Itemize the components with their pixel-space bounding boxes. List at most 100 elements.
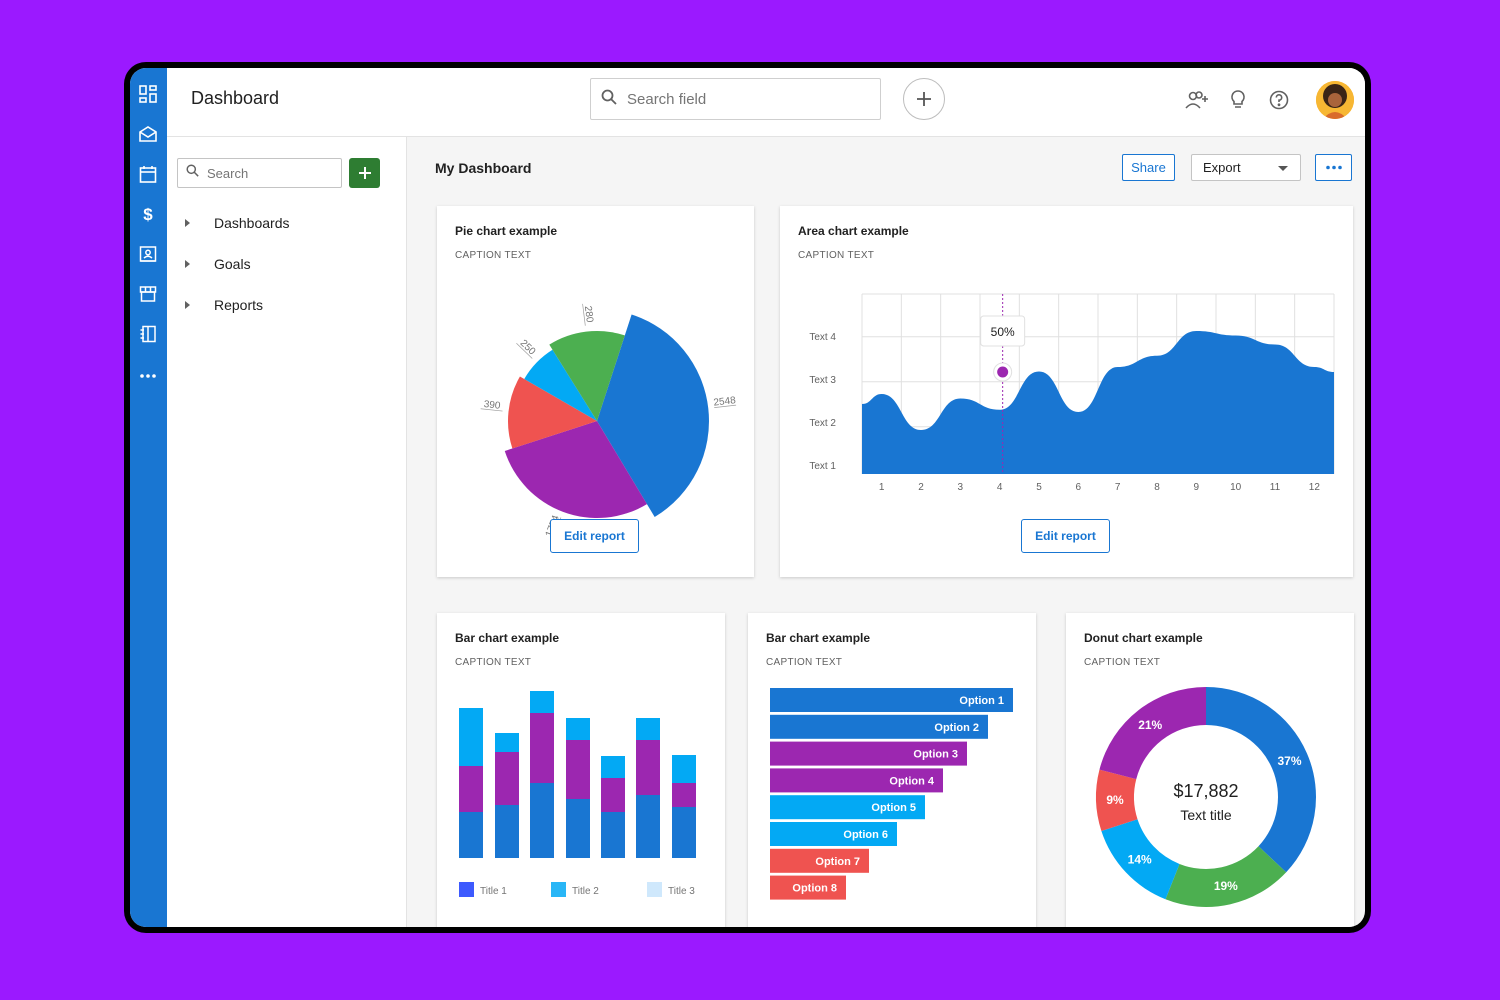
sidebar-item-dashboards[interactable]: Dashboards bbox=[181, 212, 290, 234]
sidebar-search-box[interactable] bbox=[177, 158, 342, 188]
area-chart-card: Area chart example CAPTION TEXT Text 1 Te… bbox=[780, 206, 1353, 577]
bar-segment[interactable] bbox=[530, 691, 554, 713]
bar[interactable] bbox=[770, 741, 967, 766]
donut-slice[interactable] bbox=[1165, 846, 1287, 907]
sidebar-add-button[interactable] bbox=[349, 158, 380, 188]
donut-center-label: Text title bbox=[1180, 807, 1232, 823]
bar-segment[interactable] bbox=[636, 718, 660, 740]
bar-segment[interactable] bbox=[601, 756, 625, 778]
search-icon bbox=[186, 164, 199, 182]
pie-value-label: 280 bbox=[582, 305, 595, 323]
stacked-bar-chart: Title 1 Title 2 Title 3 bbox=[459, 691, 696, 897]
lightbulb-icon[interactable] bbox=[1225, 87, 1251, 113]
add-button[interactable] bbox=[903, 78, 945, 120]
donut-center-value: $17,882 bbox=[1173, 781, 1238, 801]
bar[interactable] bbox=[770, 768, 943, 793]
bar-segment[interactable] bbox=[566, 740, 590, 799]
bar[interactable] bbox=[770, 822, 897, 846]
edit-report-button[interactable]: Edit report bbox=[550, 519, 639, 553]
bar-segment[interactable] bbox=[636, 795, 660, 858]
donut-chart: 37% 19% 14% 9% 21% $17,882 Text title bbox=[1096, 687, 1316, 907]
bar-segment[interactable] bbox=[672, 755, 696, 783]
donut-percent-label: 37% bbox=[1278, 754, 1302, 768]
bar-segment[interactable] bbox=[459, 812, 483, 858]
svg-text:$: $ bbox=[143, 205, 153, 223]
pie-leader-line bbox=[714, 404, 737, 408]
contact-card-icon[interactable] bbox=[137, 243, 159, 265]
bar-segment[interactable] bbox=[495, 805, 519, 858]
bar-segment[interactable] bbox=[636, 740, 660, 795]
add-user-icon[interactable] bbox=[1184, 87, 1210, 113]
bar-segment[interactable] bbox=[495, 733, 519, 752]
tooltip-box bbox=[980, 315, 1026, 347]
bar-segment[interactable] bbox=[530, 713, 554, 783]
pie-slice[interactable] bbox=[504, 421, 647, 518]
avatar[interactable] bbox=[1316, 81, 1354, 119]
x-tick-label: 7 bbox=[1115, 482, 1121, 493]
bar-segment[interactable] bbox=[601, 778, 625, 812]
bar-label: Option 6 bbox=[843, 829, 888, 841]
app-window: $ Dashboard bbox=[130, 68, 1365, 927]
caret-right-icon bbox=[185, 301, 190, 309]
pie-value-label: 250 bbox=[518, 338, 538, 358]
y-tick-label: Text 3 bbox=[809, 375, 836, 386]
bar-segment[interactable] bbox=[459, 708, 483, 766]
caret-right-icon bbox=[185, 219, 190, 227]
donut-slice[interactable] bbox=[1206, 687, 1316, 873]
sidebar-search-input[interactable] bbox=[205, 164, 329, 182]
edit-report-button[interactable]: Edit report bbox=[1021, 519, 1110, 553]
donut-slice[interactable] bbox=[1101, 819, 1180, 900]
help-icon[interactable] bbox=[1266, 87, 1292, 113]
plus-icon bbox=[917, 92, 931, 106]
bar[interactable] bbox=[770, 714, 988, 739]
bar-segment[interactable] bbox=[495, 752, 519, 805]
side-panel: Dashboards Goals Reports bbox=[167, 137, 407, 927]
dollar-icon[interactable]: $ bbox=[137, 203, 159, 225]
dashboard-icon[interactable] bbox=[137, 83, 159, 105]
mail-icon[interactable] bbox=[137, 123, 159, 145]
bar-label: Option 7 bbox=[815, 856, 860, 868]
bar[interactable] bbox=[770, 848, 869, 873]
donut-chart-card: Donut chart example CAPTION TEXT 37% 19% 1… bbox=[1066, 613, 1354, 927]
bar-segment[interactable] bbox=[601, 812, 625, 858]
pie-slice[interactable] bbox=[508, 376, 597, 449]
search-input[interactable] bbox=[625, 89, 859, 109]
more-horizontal-icon[interactable] bbox=[137, 365, 159, 387]
card-caption: CAPTION TEXT bbox=[1084, 657, 1161, 668]
legend-swatch bbox=[647, 882, 662, 897]
x-tick-label: 10 bbox=[1230, 482, 1242, 493]
share-button[interactable]: Share bbox=[1122, 154, 1175, 181]
sidebar-item-reports[interactable]: Reports bbox=[181, 294, 263, 316]
legend-swatch bbox=[459, 882, 474, 897]
search-box[interactable] bbox=[590, 78, 881, 120]
sidebar-item-goals[interactable]: Goals bbox=[181, 253, 251, 275]
more-horizontal-icon bbox=[1325, 165, 1342, 170]
pie-value-label: 2548 bbox=[713, 395, 737, 408]
donut-slice[interactable] bbox=[1099, 687, 1206, 780]
donut-slice[interactable] bbox=[1096, 769, 1138, 831]
pie-slice[interactable] bbox=[597, 314, 710, 518]
bar[interactable] bbox=[770, 688, 1013, 712]
notebook-icon[interactable] bbox=[137, 323, 159, 345]
pie-slice[interactable] bbox=[524, 349, 597, 421]
bar-label: Option 1 bbox=[959, 695, 1004, 707]
export-dropdown[interactable]: Export bbox=[1191, 154, 1301, 181]
bar-segment[interactable] bbox=[672, 783, 696, 807]
bar[interactable] bbox=[770, 875, 846, 900]
tooltip-marker[interactable] bbox=[997, 366, 1009, 378]
bar-segment[interactable] bbox=[672, 807, 696, 858]
bar[interactable] bbox=[770, 795, 925, 820]
x-tick-label: 5 bbox=[1036, 482, 1042, 493]
more-options-button[interactable] bbox=[1315, 154, 1352, 181]
bar-segment[interactable] bbox=[459, 766, 483, 812]
calendar-icon[interactable] bbox=[137, 163, 159, 185]
store-icon[interactable] bbox=[137, 283, 159, 305]
bar-segment[interactable] bbox=[566, 799, 590, 858]
bar-segment[interactable] bbox=[566, 718, 590, 740]
tooltip-label: 50% bbox=[991, 325, 1015, 339]
bar-segment[interactable] bbox=[530, 783, 554, 858]
legend-label: Title 3 bbox=[668, 886, 695, 897]
pie-slice[interactable] bbox=[549, 331, 625, 421]
x-tick-label: 6 bbox=[1076, 482, 1082, 493]
pie-chart: 25481754390250280 bbox=[480, 303, 737, 539]
